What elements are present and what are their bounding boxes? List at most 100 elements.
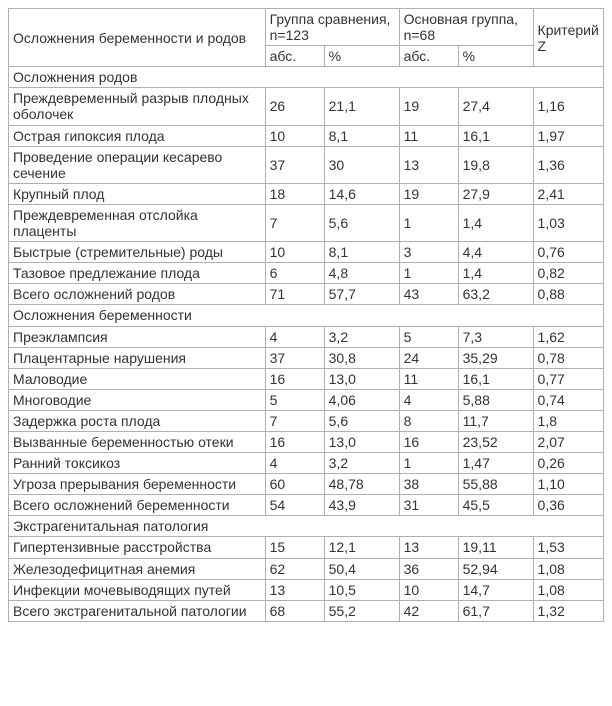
table-row: Угроза прерывания беременности6048,78385…: [9, 474, 604, 495]
cell-z: 1,8: [533, 410, 603, 431]
cell-g1-abs: 60: [265, 474, 324, 495]
cell-label: Задержка роста плода: [9, 410, 266, 431]
cell-g2-pct: 5,88: [458, 389, 533, 410]
cell-g2-abs: 13: [399, 537, 458, 558]
table-head: Осложнения беременности и родов Группа с…: [9, 9, 604, 67]
cell-z: 1,36: [533, 146, 603, 183]
cell-label: Преждевременный разрыв плодных оболочек: [9, 88, 266, 125]
cell-g1-pct: 57,7: [324, 284, 399, 305]
table-row: Всего осложнений родов7157,74363,20,88: [9, 284, 604, 305]
table-row: Быстрые (стремительные) роды108,134,40,7…: [9, 242, 604, 263]
cell-g1-pct: 12,1: [324, 537, 399, 558]
cell-g1-pct: 8,1: [324, 125, 399, 146]
cell-z: 0,36: [533, 495, 603, 516]
table-row: Плацентарные нарушения3730,82435,290,78: [9, 347, 604, 368]
cell-g1-abs: 37: [265, 347, 324, 368]
cell-label: Всего осложнений беременности: [9, 495, 266, 516]
table-row: Железодефицитная анемия6250,43652,941,08: [9, 558, 604, 579]
cell-g1-pct: 4,8: [324, 263, 399, 284]
cell-g1-abs: 10: [265, 125, 324, 146]
cell-z: 1,97: [533, 125, 603, 146]
cell-g1-abs: 4: [265, 326, 324, 347]
cell-label: Маловодие: [9, 368, 266, 389]
cell-g1-pct: 8,1: [324, 242, 399, 263]
cell-z: 1,08: [533, 579, 603, 600]
cell-g2-pct: 19,11: [458, 537, 533, 558]
table-row: Преждевременный разрыв плодных оболочек 2…: [9, 88, 604, 125]
table-row: Крупный плод1814,61927,92,41: [9, 183, 604, 204]
cell-g1-pct: 55,2: [324, 600, 399, 621]
cell-label: Быстрые (стремительные) роды: [9, 242, 266, 263]
cell-z: 1,08: [533, 558, 603, 579]
cell-g1-abs: 54: [265, 495, 324, 516]
cell-label: Плацентарные нарушения: [9, 347, 266, 368]
cell-g1-pct: 50,4: [324, 558, 399, 579]
cell-label: Тазовое предлежание плода: [9, 263, 266, 284]
cell-label: Преждевременная отслойка плаценты: [9, 204, 266, 241]
cell-g2-abs: 19: [399, 88, 458, 125]
section-title: Осложнения беременности: [9, 305, 604, 326]
col-header-z: Критерий Z: [533, 9, 603, 67]
cell-z: 0,78: [533, 347, 603, 368]
cell-z: 1,53: [533, 537, 603, 558]
table-row: Преждевременная отслойка плаценты75,611,…: [9, 204, 604, 241]
cell-g2-abs: 43: [399, 284, 458, 305]
cell-label: Многоводие: [9, 389, 266, 410]
cell-g2-pct: 16,1: [458, 125, 533, 146]
cell-g2-pct: 1,4: [458, 204, 533, 241]
cell-label: Ранний токсикоз: [9, 453, 266, 474]
cell-g1-abs: 18: [265, 183, 324, 204]
cell-g2-abs: 16: [399, 431, 458, 452]
cell-label: Железодефицитная анемия: [9, 558, 266, 579]
cell-g2-pct: 23,52: [458, 431, 533, 452]
table-row: Гипертензивные расстройства1512,11319,11…: [9, 537, 604, 558]
cell-label: Острая гипоксия плода: [9, 125, 266, 146]
cell-g1-abs: 5: [265, 389, 324, 410]
cell-g2-pct: 14,7: [458, 579, 533, 600]
cell-g1-abs: 7: [265, 204, 324, 241]
cell-label: Гипертензивные расстройства: [9, 537, 266, 558]
complications-table: Осложнения беременности и родов Группа с…: [8, 8, 604, 622]
cell-z: 1,03: [533, 204, 603, 241]
table-body: Осложнения родовПреждевременный разрыв п…: [9, 67, 604, 622]
cell-g1-abs: 71: [265, 284, 324, 305]
cell-g2-abs: 36: [399, 558, 458, 579]
cell-g1-pct: 3,2: [324, 453, 399, 474]
cell-g2-abs: 31: [399, 495, 458, 516]
cell-g1-abs: 16: [265, 368, 324, 389]
cell-g1-pct: 48,78: [324, 474, 399, 495]
cell-g1-pct: 30: [324, 146, 399, 183]
table-row: Всего осложнений беременности5443,93145,…: [9, 495, 604, 516]
cell-z: 0,88: [533, 284, 603, 305]
cell-g2-abs: 5: [399, 326, 458, 347]
cell-g2-pct: 4,4: [458, 242, 533, 263]
cell-g1-abs: 4: [265, 453, 324, 474]
cell-g2-pct: 52,94: [458, 558, 533, 579]
cell-g2-abs: 1: [399, 204, 458, 241]
cell-g2-abs: 1: [399, 453, 458, 474]
cell-label: Крупный плод: [9, 183, 266, 204]
cell-g1-pct: 43,9: [324, 495, 399, 516]
cell-g1-pct: 21,1: [324, 88, 399, 125]
cell-g1-abs: 10: [265, 242, 324, 263]
cell-g1-pct: 10,5: [324, 579, 399, 600]
cell-label: Проведение операции кесарево сечение: [9, 146, 266, 183]
table-row: Преэклампсия43,257,31,62: [9, 326, 604, 347]
cell-g1-pct: 3,2: [324, 326, 399, 347]
table-row: Маловодие1613,01116,10,77: [9, 368, 604, 389]
cell-g1-abs: 16: [265, 431, 324, 452]
col-header-g1-abs: абс.: [265, 46, 324, 67]
table-row: Вызванные беременностью отеки1613,01623,…: [9, 431, 604, 452]
cell-g2-pct: 61,7: [458, 600, 533, 621]
cell-g2-pct: 55,88: [458, 474, 533, 495]
cell-z: 0,74: [533, 389, 603, 410]
col-header-complication: Осложнения беременности и родов: [9, 9, 266, 67]
cell-g1-pct: 30,8: [324, 347, 399, 368]
cell-g1-pct: 13,0: [324, 368, 399, 389]
cell-z: 2,07: [533, 431, 603, 452]
col-header-group1: Группа сравнения, n=123: [265, 9, 399, 46]
cell-z: 1,62: [533, 326, 603, 347]
cell-z: 0,26: [533, 453, 603, 474]
cell-g2-abs: 11: [399, 368, 458, 389]
cell-g2-abs: 42: [399, 600, 458, 621]
